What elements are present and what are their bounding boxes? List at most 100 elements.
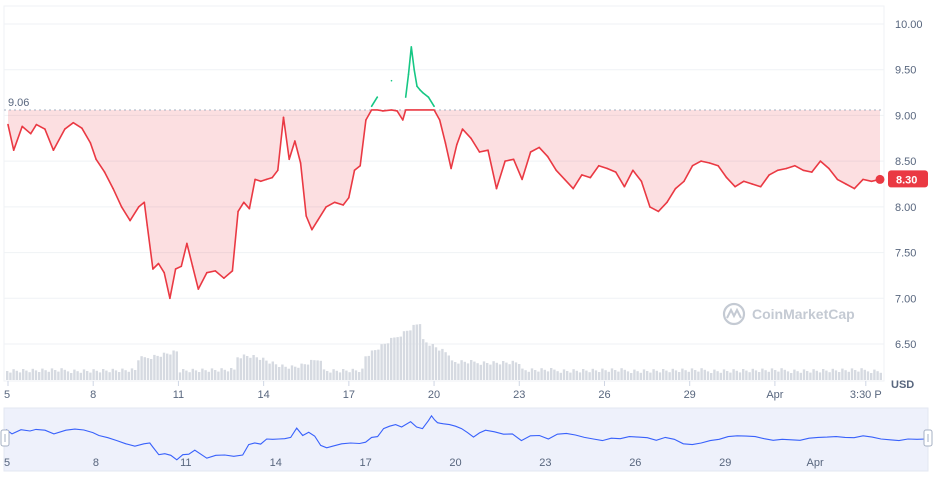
volume-bar (374, 350, 377, 380)
y-tick-label: 8.50 (895, 156, 916, 168)
volume-bar (102, 369, 105, 380)
data-point (206, 271, 208, 274)
volume-bar (857, 371, 860, 380)
volume-bar (806, 371, 809, 380)
data-point (615, 171, 617, 173)
data-point (265, 178, 268, 181)
range-navigator[interactable]: 5 8 11 14 17 20 23 26 29 Apr (0, 407, 933, 472)
volume-bar (44, 370, 47, 380)
volume-bar (854, 370, 857, 380)
data-point (7, 123, 9, 126)
data-point (112, 187, 114, 190)
data-point (254, 178, 256, 181)
volume-bar (543, 369, 546, 380)
volume-bar (233, 369, 236, 380)
volume-bar (537, 371, 540, 380)
data-point (29, 132, 32, 135)
volume-bar (393, 337, 396, 380)
volume-bar (214, 370, 217, 380)
volume-bar (159, 356, 162, 380)
volume-bar (300, 363, 303, 380)
volume-bar (412, 324, 415, 380)
data-point (407, 73, 410, 76)
watermark: CoinMarketCap (722, 302, 855, 326)
volume-bar (278, 367, 281, 380)
data-point (410, 46, 413, 48)
volume-bar (729, 372, 732, 380)
data-point (521, 178, 523, 181)
volume-bar (220, 368, 223, 380)
data-point (382, 110, 384, 112)
reference-label: 9.06 (8, 97, 29, 109)
volume-bar (876, 371, 879, 380)
volume-bar (793, 369, 796, 380)
volume-bar (316, 360, 319, 380)
data-point (725, 176, 728, 179)
volume-bar (598, 372, 601, 380)
x-tick-label: Apr (766, 389, 783, 401)
navigator-tick-label: 20 (449, 457, 461, 469)
volume-bar (114, 370, 118, 380)
volume-bar (527, 371, 530, 380)
navigator-handle-right[interactable] (923, 429, 933, 447)
data-point (870, 180, 873, 183)
volume-bar (588, 372, 591, 380)
volume-bar (614, 370, 617, 380)
volume-bar (66, 371, 70, 380)
volume-bar (844, 370, 847, 380)
volume-bar (57, 371, 60, 380)
volume-bar (556, 371, 559, 380)
volume-bar (198, 372, 201, 380)
data-point (529, 151, 532, 153)
volume-bar (287, 368, 290, 380)
data-point (169, 297, 171, 300)
volume-bar (409, 330, 412, 380)
volume-bar (166, 353, 169, 380)
volume-bar (169, 354, 172, 380)
data-point (589, 176, 592, 179)
x-tick-label: 14 (258, 389, 270, 401)
data-point (433, 105, 435, 108)
volume-bar (770, 368, 774, 380)
current-price-label: 8.30 (896, 174, 917, 186)
volume-bar (252, 355, 255, 380)
volume-bar (172, 350, 175, 380)
data-points (7, 46, 881, 300)
volume-bar (223, 369, 226, 380)
data-point (512, 158, 515, 161)
volume-bar (604, 370, 607, 380)
volume-bar (255, 357, 258, 380)
volume-bar (758, 372, 761, 380)
volume-bar (470, 360, 473, 380)
volume-bar (230, 368, 233, 380)
x-tick-label: 8 (90, 389, 96, 401)
data-point (163, 271, 165, 274)
data-point (657, 210, 660, 213)
volume-bar (153, 354, 156, 380)
volume-bar (834, 370, 838, 380)
volume-bar (495, 362, 498, 380)
volume-bar (31, 368, 34, 380)
volume-bar (777, 371, 780, 380)
volume-bar (201, 368, 204, 380)
x-tick-label: 26 (598, 389, 610, 401)
data-point (174, 268, 177, 270)
volume-bar (585, 370, 588, 380)
volume-bar (15, 370, 18, 380)
y-tick-label: 9.00 (895, 110, 916, 122)
x-tick-label: 23 (513, 389, 525, 401)
volume-bar (809, 372, 812, 380)
volume-bar (559, 372, 562, 380)
volume-bar (700, 368, 703, 380)
navigator-tick-label: 14 (270, 457, 282, 469)
volume-bar (348, 372, 351, 380)
data-point (52, 149, 55, 151)
data-point (802, 169, 805, 172)
data-point (44, 128, 46, 130)
data-point (237, 210, 239, 213)
data-point (836, 178, 839, 181)
data-point (504, 160, 506, 162)
volume-bar (351, 368, 354, 380)
navigator-handle-left[interactable] (0, 429, 10, 447)
volume-bar (460, 360, 463, 380)
